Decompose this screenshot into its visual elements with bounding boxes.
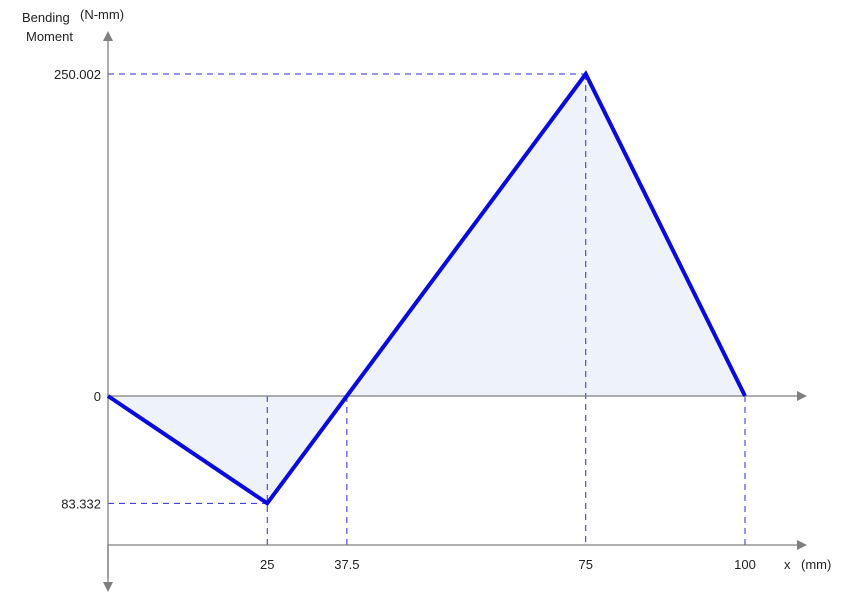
x-tick-label-0: 25 — [260, 557, 274, 572]
tick-layer: 25 37.5 75 100 250.002 0 83.332 — [54, 67, 756, 572]
x-tick-label-2: 75 — [579, 557, 593, 572]
line-layer — [106, 70, 747, 507]
x-axis-label: x — [784, 557, 791, 572]
y-tick-label-1: 0 — [94, 389, 101, 404]
y-axis-label-line2: Moment — [26, 29, 73, 44]
x-axis-unit: (mm) — [801, 557, 831, 572]
y-axis-unit: (N-mm) — [80, 7, 124, 22]
x-tick-label-3: 100 — [734, 557, 756, 572]
y-tick-label-0: 250.002 — [54, 67, 101, 82]
guide-layer — [108, 73, 746, 545]
y-axis-label-line1: Bending — [22, 10, 70, 25]
y-tick-label-2: 83.332 — [61, 496, 101, 511]
x-tick-label-1: 37.5 — [334, 557, 359, 572]
